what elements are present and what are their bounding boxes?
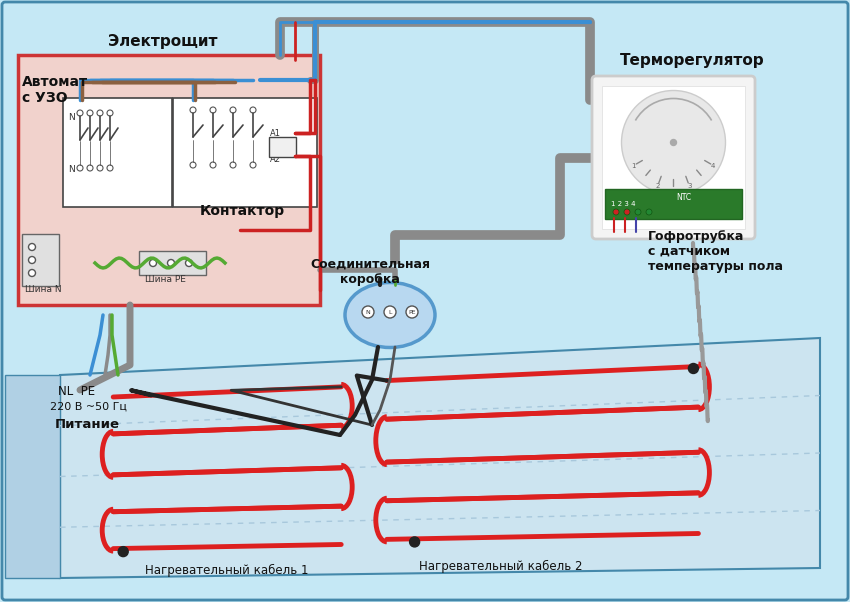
FancyBboxPatch shape bbox=[602, 86, 745, 229]
Circle shape bbox=[190, 107, 196, 113]
Text: 1: 1 bbox=[632, 163, 636, 169]
Text: A2: A2 bbox=[270, 155, 281, 164]
Text: N: N bbox=[68, 166, 75, 175]
Text: 220 В ~50 Гц: 220 В ~50 Гц bbox=[50, 402, 127, 412]
Text: PE: PE bbox=[408, 309, 416, 314]
Text: A1: A1 bbox=[270, 128, 281, 137]
Circle shape bbox=[250, 107, 256, 113]
Circle shape bbox=[384, 306, 396, 318]
Ellipse shape bbox=[345, 282, 435, 347]
Circle shape bbox=[29, 256, 36, 264]
Text: Электрощит: Электрощит bbox=[108, 34, 218, 49]
Circle shape bbox=[87, 110, 93, 116]
Circle shape bbox=[29, 270, 36, 276]
Text: Контактор: Контактор bbox=[200, 204, 285, 218]
Circle shape bbox=[406, 306, 418, 318]
Circle shape bbox=[77, 165, 83, 171]
Text: NL  PE: NL PE bbox=[58, 385, 95, 398]
Circle shape bbox=[671, 140, 677, 146]
Circle shape bbox=[185, 259, 192, 267]
Circle shape bbox=[621, 90, 726, 194]
Text: 2: 2 bbox=[655, 183, 660, 188]
FancyBboxPatch shape bbox=[173, 98, 317, 207]
Text: Гофротрубка
с датчиком
температуры пола: Гофротрубка с датчиком температуры пола bbox=[648, 230, 783, 273]
FancyBboxPatch shape bbox=[18, 55, 320, 305]
Circle shape bbox=[230, 107, 236, 113]
Circle shape bbox=[190, 162, 196, 168]
Circle shape bbox=[410, 537, 420, 547]
Circle shape bbox=[167, 259, 174, 267]
Circle shape bbox=[87, 165, 93, 171]
Text: Питание: Питание bbox=[55, 418, 120, 431]
Circle shape bbox=[77, 110, 83, 116]
Circle shape bbox=[107, 165, 113, 171]
Circle shape bbox=[118, 547, 128, 557]
Text: 3: 3 bbox=[687, 183, 692, 188]
FancyBboxPatch shape bbox=[269, 137, 296, 157]
Circle shape bbox=[210, 107, 216, 113]
Text: L: L bbox=[388, 309, 392, 314]
Text: NTC: NTC bbox=[676, 193, 691, 202]
Text: Автомат
с УЗО: Автомат с УЗО bbox=[22, 75, 88, 105]
Text: Нагревательный кабель 2: Нагревательный кабель 2 bbox=[419, 560, 582, 573]
Text: Нагревательный кабель 1: Нагревательный кабель 1 bbox=[145, 563, 309, 577]
Circle shape bbox=[250, 162, 256, 168]
Circle shape bbox=[210, 162, 216, 168]
FancyBboxPatch shape bbox=[63, 98, 172, 207]
Text: Соединительная
коробка: Соединительная коробка bbox=[310, 258, 430, 286]
Circle shape bbox=[646, 209, 652, 215]
Text: 1 2 3 4: 1 2 3 4 bbox=[611, 201, 636, 207]
Circle shape bbox=[688, 364, 699, 373]
Circle shape bbox=[97, 165, 103, 171]
FancyBboxPatch shape bbox=[22, 234, 59, 286]
Text: N: N bbox=[366, 309, 371, 314]
Text: N: N bbox=[68, 114, 75, 122]
Circle shape bbox=[624, 209, 630, 215]
Circle shape bbox=[635, 209, 641, 215]
Polygon shape bbox=[5, 375, 60, 578]
FancyBboxPatch shape bbox=[605, 189, 742, 219]
Circle shape bbox=[107, 110, 113, 116]
Circle shape bbox=[29, 243, 36, 250]
FancyBboxPatch shape bbox=[139, 251, 206, 275]
Polygon shape bbox=[60, 338, 820, 578]
Text: Терморегулятор: Терморегулятор bbox=[620, 53, 765, 68]
FancyBboxPatch shape bbox=[592, 76, 755, 239]
Circle shape bbox=[97, 110, 103, 116]
Text: 4: 4 bbox=[711, 163, 716, 169]
Circle shape bbox=[362, 306, 374, 318]
Circle shape bbox=[613, 209, 619, 215]
Text: Шина N: Шина N bbox=[25, 285, 61, 294]
Circle shape bbox=[230, 162, 236, 168]
Circle shape bbox=[150, 259, 156, 267]
Text: Шина PE: Шина PE bbox=[145, 275, 186, 284]
